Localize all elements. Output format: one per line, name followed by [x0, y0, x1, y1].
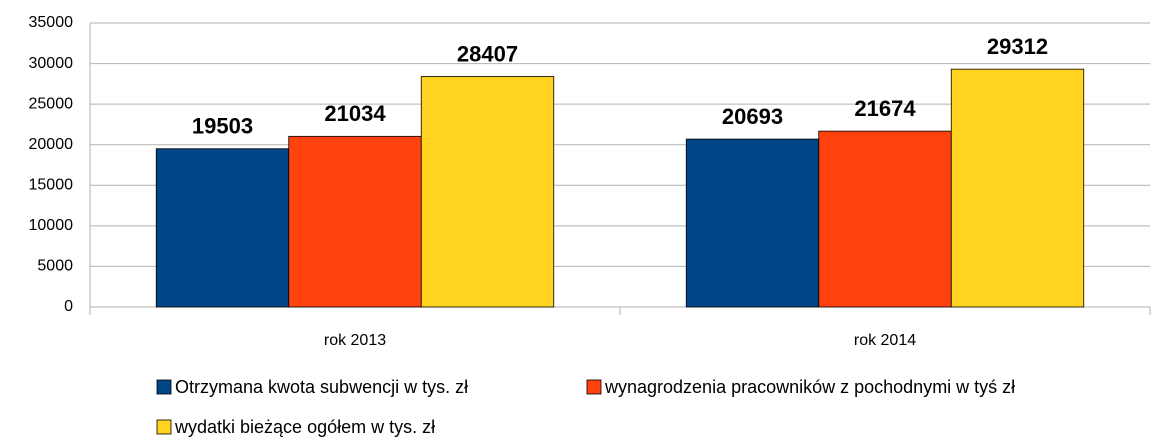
legend-label: Otrzymana kwota subwencji w tys. zł	[175, 377, 468, 397]
y-tick-label: 30000	[29, 55, 74, 72]
legend-swatch	[586, 379, 602, 395]
value-label: 21674	[854, 96, 916, 121]
value-label: 19503	[192, 114, 253, 139]
x-tick-label: rok 2014	[854, 332, 916, 349]
bar	[420, 76, 555, 308]
legend-swatch	[156, 379, 172, 395]
y-tick-label: 20000	[29, 136, 74, 153]
y-tick-label: 5000	[37, 258, 73, 275]
bar	[288, 135, 422, 308]
value-label: 29312	[987, 34, 1048, 59]
y-tick-label: 35000	[29, 14, 74, 31]
bar	[155, 148, 290, 308]
value-label: 28407	[457, 41, 518, 66]
x-tick-label: rok 2013	[324, 332, 386, 349]
legend-label: wynagrodzenia pracowników z pochodnymi w…	[604, 377, 1015, 397]
y-tick-label: 10000	[29, 217, 74, 234]
y-tick-label: 25000	[29, 95, 74, 112]
bar	[685, 138, 820, 308]
y-tick-label: 15000	[29, 177, 74, 194]
y-tick-label: 0	[64, 298, 73, 315]
bar	[818, 130, 952, 308]
legend-label: wydatki bieżące ogółem w tys. zł	[174, 417, 435, 437]
value-label: 20693	[722, 104, 783, 129]
legend-swatch	[156, 419, 172, 435]
value-label: 21034	[324, 101, 386, 126]
bar	[950, 68, 1085, 308]
